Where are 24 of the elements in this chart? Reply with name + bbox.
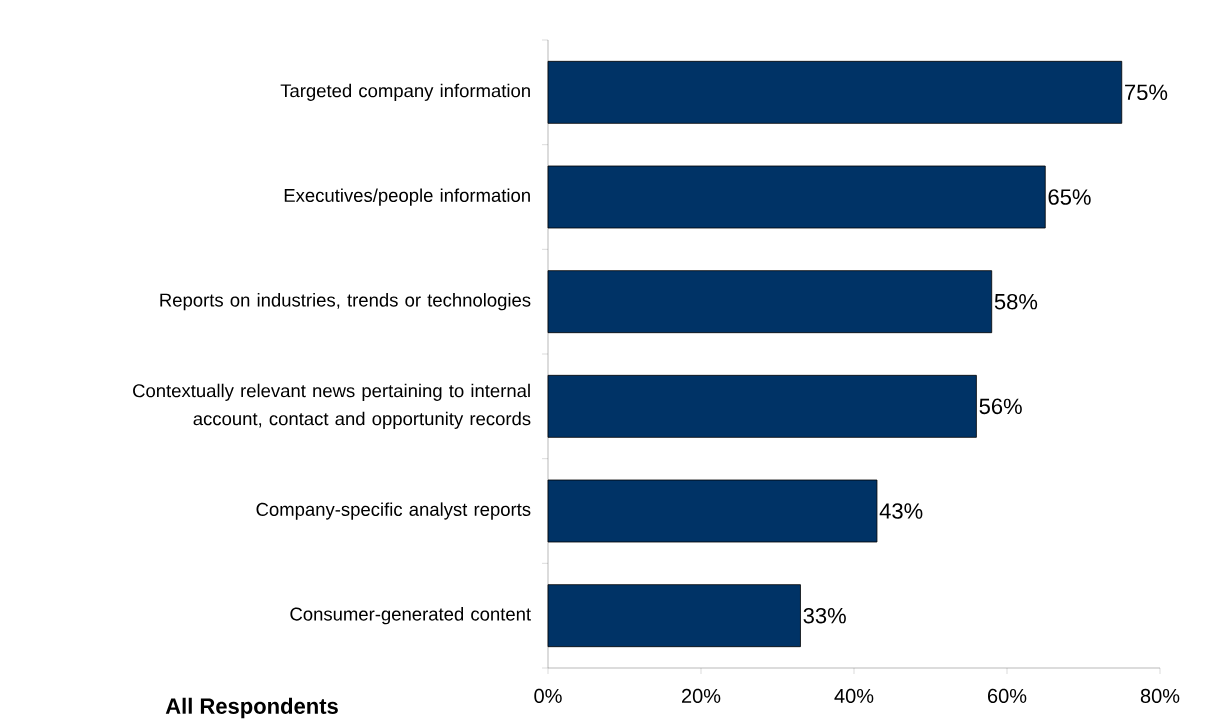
x-tick-label: 0% xyxy=(534,688,562,704)
data-label: 43% xyxy=(879,503,923,519)
y-tick-label: Consumer-generated content xyxy=(290,607,531,625)
y-tick-label: Contextually relevant news pertaining to internal account, contact and opportunity records xyxy=(133,383,531,429)
data-label: 65% xyxy=(1048,189,1091,205)
x-tick-label: 60% xyxy=(988,688,1027,704)
data-label: 33% xyxy=(803,607,846,624)
y-tick-label: Executives/people information xyxy=(284,188,530,206)
x-tick-label: 40% xyxy=(834,688,874,704)
y-tick-label: Targeted company information xyxy=(280,83,530,101)
y-tick-label: Company-specific analyst reports xyxy=(256,502,531,520)
bar xyxy=(547,270,993,334)
y-tick-label: Reports on industries, trends or technologies xyxy=(160,293,531,311)
bar xyxy=(547,584,801,648)
x-tick-label: 80% xyxy=(1140,688,1180,704)
x-tick-label: 20% xyxy=(681,688,721,704)
data-label: 58% xyxy=(994,293,1038,310)
text: All Respondents xyxy=(165,697,338,719)
bar xyxy=(547,374,977,438)
bar xyxy=(547,60,1123,124)
data-label: 75% xyxy=(1125,84,1168,101)
bar xyxy=(547,479,878,543)
bar xyxy=(547,165,1046,229)
data-label: 56% xyxy=(979,398,1022,415)
